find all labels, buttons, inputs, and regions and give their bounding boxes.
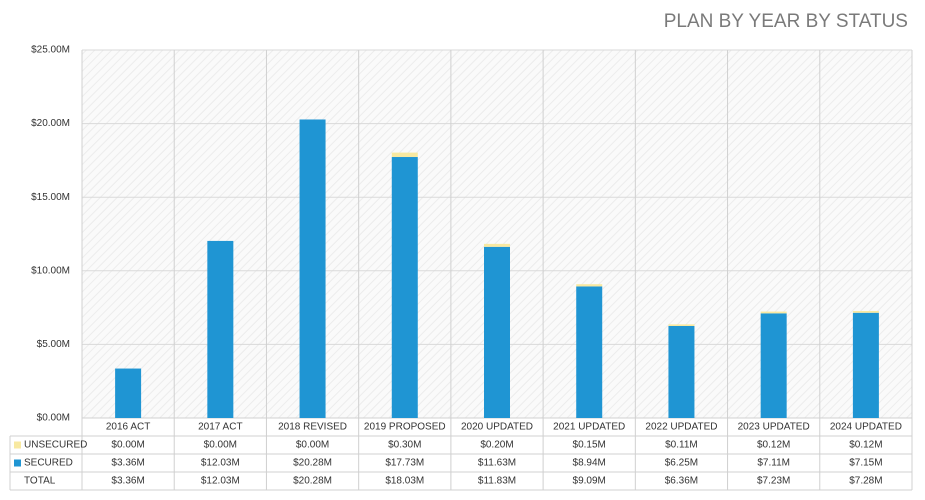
table-row-label: TOTAL	[24, 476, 56, 487]
table-cell: $7.28M	[849, 476, 882, 487]
bar-segment	[576, 284, 603, 287]
legend-key	[14, 459, 21, 467]
bar-segment	[668, 326, 695, 418]
table-cell: $17.73M	[385, 458, 424, 469]
legend-label: UNSECURED	[24, 440, 87, 451]
table-cell: $0.30M	[388, 440, 421, 451]
y-tick-label: $20.00M	[31, 118, 70, 129]
table-cell: $6.36M	[665, 476, 698, 487]
x-tick-label: 2021 UPDATED	[553, 422, 625, 433]
table-cell: $6.25M	[665, 458, 698, 469]
legend-label: SECURED	[24, 458, 73, 469]
x-tick-label: 2018 REVISED	[278, 422, 347, 433]
y-tick-label: $10.00M	[31, 265, 70, 276]
table-cell: $12.03M	[201, 458, 240, 469]
bar-segment	[760, 313, 787, 418]
table-cell: $7.11M	[757, 458, 790, 469]
x-tick-label: 2024 UPDATED	[830, 422, 902, 433]
table-cell: $8.94M	[573, 458, 606, 469]
y-tick-label: $25.00M	[31, 45, 70, 56]
table-cell: $0.00M	[204, 440, 237, 451]
table-cell: $0.00M	[111, 440, 144, 451]
table-cell: $12.03M	[201, 476, 240, 487]
table-cell: $20.28M	[293, 476, 332, 487]
x-tick-label: 2017 ACT	[198, 422, 242, 433]
bar-segment	[391, 152, 418, 158]
table-cell: $0.20M	[480, 440, 513, 451]
x-tick-label: 2016 ACT	[106, 422, 150, 433]
bar-segment	[852, 310, 879, 313]
y-tick-label: $0.00M	[37, 413, 70, 424]
y-tick-label: $5.00M	[37, 339, 70, 350]
table-cell: $0.12M	[757, 440, 790, 451]
table-cell: $7.15M	[849, 458, 882, 469]
table-cell: $0.15M	[573, 440, 606, 451]
bar-segment	[484, 243, 510, 247]
x-tick-label: 2020 UPDATED	[461, 422, 533, 433]
bar-segment	[760, 311, 787, 314]
table-cell: $7.23M	[757, 476, 790, 487]
y-tick-label: $15.00M	[31, 192, 70, 203]
bar-segment	[852, 312, 879, 418]
table-cell: $11.63M	[478, 458, 516, 469]
table-cell: $0.00M	[296, 440, 329, 451]
bar-segment	[668, 324, 695, 326]
x-tick-label: 2022 UPDATED	[645, 422, 717, 433]
bar-segment	[576, 286, 603, 418]
bar-segment	[299, 119, 326, 419]
table-cell: $3.36M	[111, 458, 144, 469]
bar-segment	[207, 240, 234, 418]
table-cell: $0.12M	[849, 440, 882, 451]
bar-segment	[484, 246, 510, 418]
bar-segment	[115, 368, 142, 418]
legend-key	[14, 441, 21, 449]
table-cell: $3.36M	[111, 476, 144, 487]
table-cell: $18.03M	[385, 476, 424, 487]
x-tick-label: 2023 UPDATED	[738, 422, 810, 433]
table-cell: $20.28M	[293, 458, 332, 469]
table-cell: $9.09M	[573, 476, 606, 487]
table-cell: $0.11M	[665, 440, 698, 451]
x-tick-label: 2019 PROPOSED	[364, 422, 446, 433]
bar-segment	[391, 157, 418, 418]
chart-title: PLAN BY YEAR BY STATUS	[664, 11, 908, 32]
table-cell: $11.83M	[478, 476, 516, 487]
